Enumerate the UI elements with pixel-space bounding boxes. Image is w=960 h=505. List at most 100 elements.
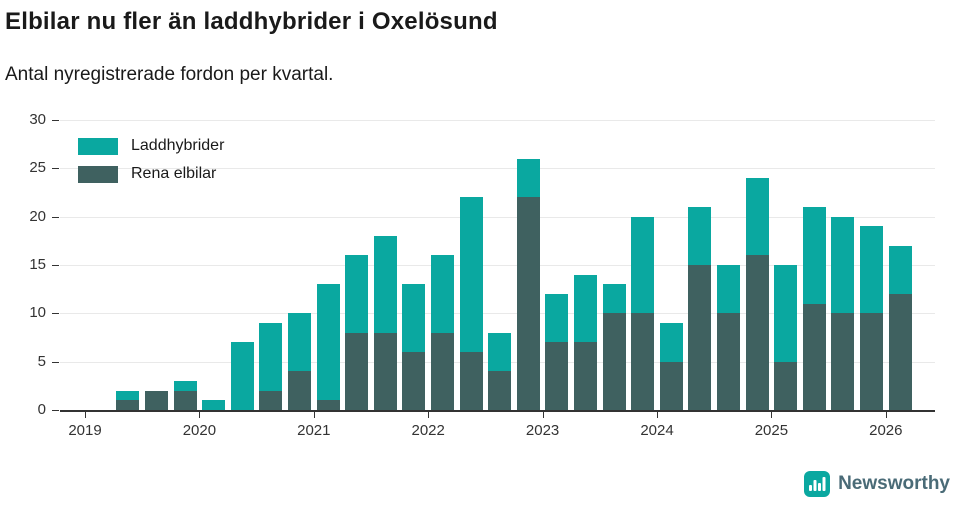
bar-segment-laddhybrider xyxy=(745,178,769,256)
bar-segment-laddhybrider xyxy=(888,245,912,294)
bar-segment-rena-elbilar xyxy=(373,332,397,410)
bar-segment-rena-elbilar xyxy=(802,303,826,410)
bar-segment-laddhybrider xyxy=(602,284,626,314)
bar-segment-laddhybrider xyxy=(860,226,883,314)
y-tick-label: 0 xyxy=(37,401,46,418)
y-tick-mark xyxy=(52,410,59,411)
x-tick-mark xyxy=(428,412,430,418)
y-tick-label: 10 xyxy=(29,304,46,322)
bar-segment-laddhybrider xyxy=(659,323,683,362)
bar-segment-rena-elbilar xyxy=(173,390,197,410)
bar-segment-laddhybrider xyxy=(631,216,655,314)
x-tick-mark xyxy=(771,412,773,418)
bar-segment-laddhybrider xyxy=(116,390,140,401)
bar-segment-rena-elbilar xyxy=(888,294,912,410)
bar-segment-laddhybrider xyxy=(259,323,283,391)
y-tick-mark xyxy=(52,168,59,170)
newsworthy-wordmark: Newsworthy xyxy=(838,473,950,494)
bar-segment-rena-elbilar xyxy=(631,313,655,410)
y-tick-mark xyxy=(52,265,59,266)
x-tick-label: 2022 xyxy=(411,422,445,439)
y-tick-label: 15 xyxy=(29,256,46,273)
bar-segment-laddhybrider xyxy=(230,342,254,410)
x-tick-mark xyxy=(85,412,86,418)
y-tick-label: 20 xyxy=(29,207,46,225)
gridline xyxy=(60,265,935,266)
y-tick-mark xyxy=(52,313,59,315)
bar-segment-rena-elbilar xyxy=(831,313,855,410)
gridline xyxy=(60,120,935,121)
x-tick-label: 2026 xyxy=(869,422,903,439)
x-tick-label: 2019 xyxy=(68,422,102,439)
bar-segment-rena-elbilar xyxy=(345,332,369,410)
bar-segment-laddhybrider xyxy=(316,284,340,401)
bar-segment-rena-elbilar xyxy=(145,390,168,410)
bar-segment-laddhybrider xyxy=(488,332,512,372)
y-tick-mark xyxy=(52,120,59,121)
bar-segment-rena-elbilar xyxy=(288,371,311,410)
bar-segment-laddhybrider xyxy=(202,400,226,410)
bar-segment-laddhybrider xyxy=(373,236,397,333)
x-tick-label: 2024 xyxy=(640,422,674,439)
bar-segment-laddhybrider xyxy=(288,313,311,372)
bar-segment-rena-elbilar xyxy=(116,400,140,410)
bar-segment-laddhybrider xyxy=(688,207,712,265)
bar-segment-rena-elbilar xyxy=(602,313,626,410)
legend-label-laddhybrider: Laddhybrider xyxy=(131,137,225,154)
legend-swatch-laddhybrider xyxy=(78,137,118,155)
y-tick-mark xyxy=(52,361,59,363)
bar-segment-laddhybrider xyxy=(717,265,740,314)
bar-segment-laddhybrider xyxy=(459,197,483,352)
legend-item-rena-elbilar: Rena elbilar xyxy=(78,165,224,183)
y-tick-mark xyxy=(52,216,59,218)
gridline xyxy=(60,168,935,170)
legend-item-laddhybrider: Laddhybrider xyxy=(78,137,224,155)
x-tick-label: 2025 xyxy=(754,422,789,439)
bar-segment-rena-elbilar xyxy=(402,352,426,410)
bar-segment-laddhybrider xyxy=(831,216,855,314)
bar-segment-rena-elbilar xyxy=(431,332,454,410)
bar-segment-laddhybrider xyxy=(402,284,426,352)
bar-segment-rena-elbilar xyxy=(259,390,283,410)
y-tick-label: 5 xyxy=(37,352,46,370)
gridline xyxy=(60,216,935,218)
x-tick-mark xyxy=(885,412,887,418)
chart-subtitle: Antal nyregistrerade fordon per kvartal. xyxy=(5,64,334,85)
bar-segment-laddhybrider xyxy=(173,381,197,391)
x-tick-label: 2023 xyxy=(525,422,560,439)
legend-swatch-rena-elbilar xyxy=(78,165,118,183)
bar-segment-laddhybrider xyxy=(516,158,540,198)
x-tick-label: 2021 xyxy=(297,422,331,439)
bar-segment-rena-elbilar xyxy=(717,313,740,410)
bar-segment-rena-elbilar xyxy=(659,361,683,410)
legend-label-rena-elbilar: Rena elbilar xyxy=(131,165,217,182)
newsworthy-logo-icon xyxy=(804,471,831,497)
bar-segment-rena-elbilar xyxy=(688,265,712,410)
newsworthy-attribution[interactable]: Newsworthy xyxy=(804,471,950,497)
gridline xyxy=(60,313,935,315)
y-tick-label: 25 xyxy=(29,159,46,177)
bar-segment-laddhybrider xyxy=(545,294,569,343)
chart-title: Elbilar nu fler än laddhybrider i Oxelös… xyxy=(5,8,498,35)
bar-segment-rena-elbilar xyxy=(774,361,798,410)
x-tick-mark xyxy=(542,412,544,418)
x-tick-mark xyxy=(199,412,201,418)
x-tick-label: 2020 xyxy=(182,422,217,439)
bar-segment-rena-elbilar xyxy=(574,342,597,410)
bar-segment-laddhybrider xyxy=(431,255,454,333)
bar-segment-rena-elbilar xyxy=(459,352,483,410)
bar-segment-laddhybrider xyxy=(345,255,369,333)
x-tick-mark xyxy=(657,412,658,418)
bar-segment-rena-elbilar xyxy=(860,313,883,410)
bar-segment-rena-elbilar xyxy=(516,197,540,410)
bar-segment-rena-elbilar xyxy=(316,400,340,410)
x-tick-mark xyxy=(313,412,315,418)
bar-segment-rena-elbilar xyxy=(488,371,512,410)
bar-segment-rena-elbilar xyxy=(745,255,769,410)
legend: Laddhybrider Rena elbilar xyxy=(78,137,224,183)
bar-segment-laddhybrider xyxy=(574,274,597,343)
x-axis-line xyxy=(60,410,935,412)
bar-segment-laddhybrider xyxy=(774,265,798,362)
y-tick-label: 30 xyxy=(29,111,46,128)
